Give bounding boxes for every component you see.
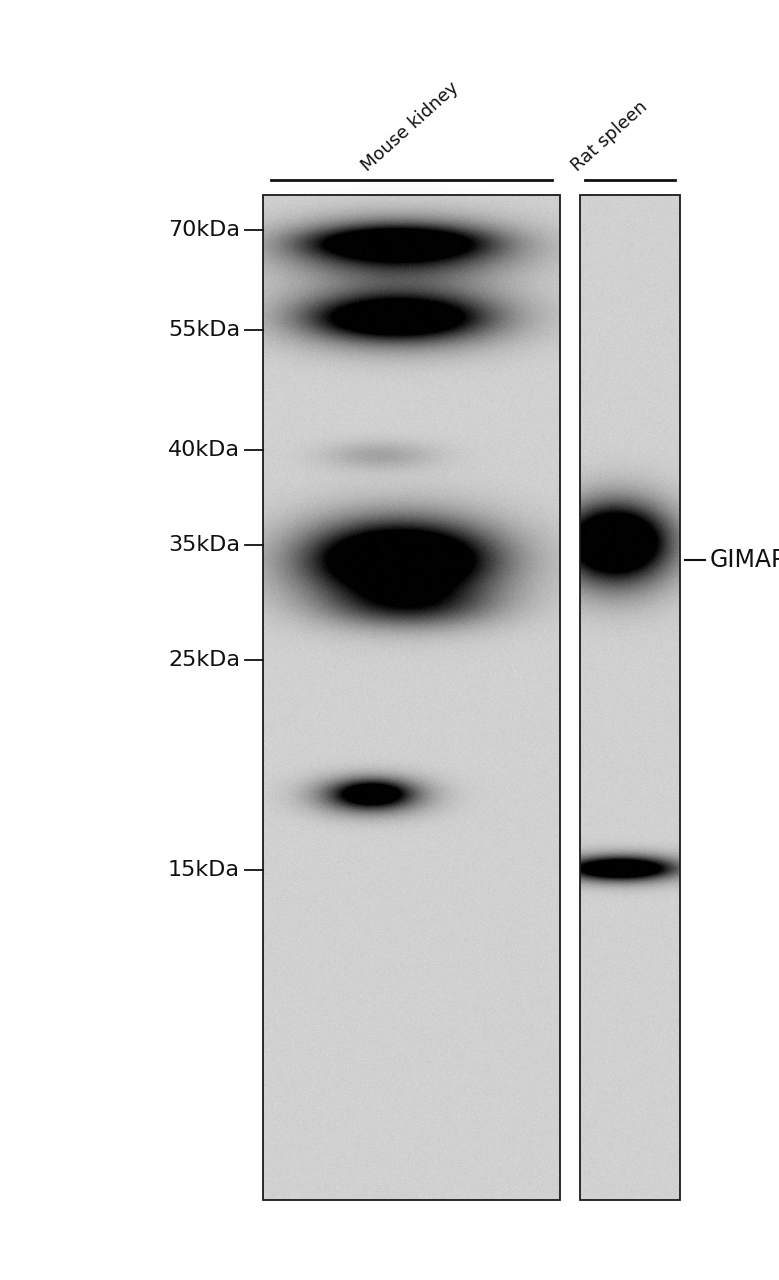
Text: 70kDa: 70kDa [168,220,240,241]
Text: Rat spleen: Rat spleen [568,97,651,175]
Text: 35kDa: 35kDa [168,535,240,556]
Bar [263,195,560,1201]
Text: Mouse kidney: Mouse kidney [358,78,462,175]
Text: 55kDa: 55kDa [168,320,240,340]
Bar [580,195,680,1201]
Text: GIMAP5: GIMAP5 [710,548,779,572]
Text: 25kDa: 25kDa [168,650,240,669]
Text: 15kDa: 15kDa [168,860,240,881]
Text: 40kDa: 40kDa [168,440,240,460]
